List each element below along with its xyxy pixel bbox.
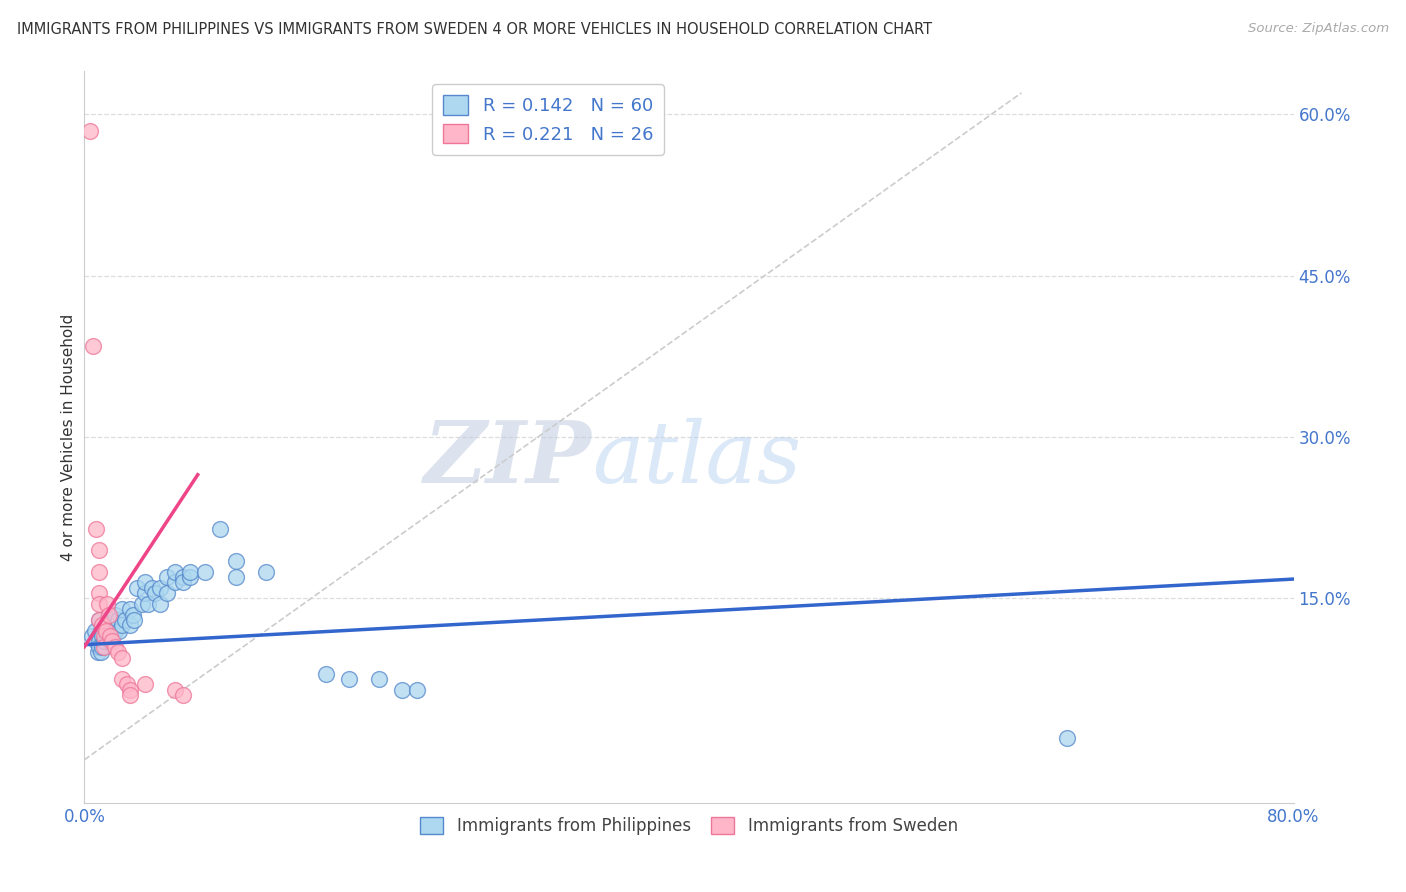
Point [225, 570, 247, 584]
Point [165, 565, 187, 579]
Point [337, 672, 360, 686]
Point [97, 624, 120, 638]
Point [89, 597, 111, 611]
Point [141, 581, 163, 595]
Point [108, 624, 131, 638]
Point [94, 624, 117, 638]
Point [406, 682, 429, 697]
Point [91, 618, 114, 632]
Point [114, 613, 136, 627]
Point [89, 640, 111, 654]
Text: Source: ZipAtlas.com: Source: ZipAtlas.com [1249, 22, 1389, 36]
Point [89, 634, 111, 648]
Point [111, 672, 134, 686]
Point [98, 629, 121, 643]
Point [89, 629, 111, 643]
Point [131, 597, 153, 611]
Point [90, 624, 112, 638]
Point [122, 613, 145, 627]
Point [315, 666, 337, 681]
Text: atlas: atlas [592, 417, 801, 500]
Point [179, 565, 201, 579]
Point [82, 338, 104, 352]
Point [172, 570, 194, 584]
Point [100, 629, 122, 643]
Point [89, 565, 111, 579]
Point [145, 586, 167, 600]
Y-axis label: 4 or more Vehicles in Household: 4 or more Vehicles in Household [60, 313, 76, 561]
Point [104, 640, 127, 654]
Point [225, 554, 247, 568]
Point [111, 602, 134, 616]
Point [118, 618, 141, 632]
Point [118, 602, 141, 616]
Point [156, 586, 179, 600]
Legend: Immigrants from Philippines, Immigrants from Sweden: Immigrants from Philippines, Immigrants … [413, 811, 965, 842]
Point [134, 586, 156, 600]
Point [194, 565, 217, 579]
Point [104, 607, 127, 622]
Point [107, 613, 129, 627]
Point [87, 645, 110, 659]
Point [149, 581, 172, 595]
Point [127, 581, 149, 595]
Point [111, 618, 134, 632]
Point [172, 575, 194, 590]
Point [86, 634, 108, 648]
Point [134, 677, 156, 691]
Point [105, 618, 128, 632]
Point [94, 624, 117, 638]
Point [209, 521, 232, 535]
Point [98, 634, 121, 648]
Point [136, 597, 159, 611]
Text: ZIP: ZIP [425, 417, 592, 500]
Point [165, 682, 187, 697]
Point [1056, 731, 1078, 746]
Point [86, 521, 108, 535]
Point [111, 650, 134, 665]
Point [134, 575, 156, 590]
Point [79, 123, 101, 137]
Point [118, 688, 141, 702]
Point [89, 613, 111, 627]
Point [90, 645, 112, 659]
Point [107, 645, 129, 659]
Point [80, 629, 103, 643]
Point [254, 565, 277, 579]
Point [149, 597, 172, 611]
Point [179, 570, 201, 584]
Point [391, 682, 413, 697]
Point [165, 575, 187, 590]
Point [100, 613, 122, 627]
Point [368, 672, 391, 686]
Point [89, 613, 111, 627]
Point [156, 570, 179, 584]
Point [121, 607, 143, 622]
Point [93, 634, 115, 648]
Point [89, 543, 111, 558]
Point [115, 677, 138, 691]
Point [84, 624, 107, 638]
Point [104, 624, 127, 638]
Point [91, 629, 114, 643]
Point [96, 597, 118, 611]
Point [89, 586, 111, 600]
Text: IMMIGRANTS FROM PHILIPPINES VS IMMIGRANTS FROM SWEDEN 4 OR MORE VEHICLES IN HOUS: IMMIGRANTS FROM PHILIPPINES VS IMMIGRANT… [17, 22, 932, 37]
Point [118, 682, 141, 697]
Point [96, 613, 118, 627]
Point [172, 688, 194, 702]
Point [97, 607, 120, 622]
Point [91, 640, 114, 654]
Point [100, 634, 122, 648]
Point [96, 629, 118, 643]
Point [93, 629, 115, 643]
Point [93, 640, 115, 654]
